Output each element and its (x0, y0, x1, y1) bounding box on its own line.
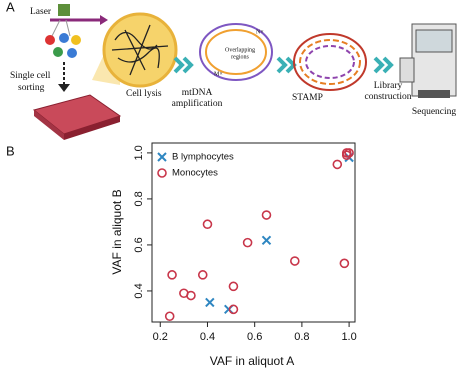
panel-label: A (6, 0, 15, 14)
step-label: Single cell (10, 71, 51, 81)
step-label: Library (374, 81, 403, 91)
point (261, 210, 272, 220)
step-label: Laser (30, 7, 52, 17)
step-label: Sequencing (412, 107, 457, 117)
legend-label: B lymphocytes (172, 152, 234, 163)
legend-label: Monocytes (172, 168, 218, 179)
x-axis-label: VAF in aliquot A (210, 354, 295, 368)
y-tick-label: 0.4 (133, 283, 145, 298)
plot-frame (151, 142, 356, 323)
point (164, 311, 175, 322)
step-label: Overlapping (225, 47, 255, 53)
point (167, 270, 177, 280)
legend-marker (157, 168, 167, 178)
point (186, 290, 196, 301)
step-label: regions (231, 54, 249, 60)
point (261, 235, 272, 246)
panel-label: B (6, 143, 15, 158)
y-tick-label: 0.6 (133, 237, 145, 252)
step-label: amplification (172, 98, 223, 109)
x-tick-label: 0.6 (247, 331, 262, 343)
point (205, 297, 215, 308)
point (197, 270, 208, 280)
x-tick-label: 0.8 (294, 331, 309, 343)
point (202, 219, 213, 230)
point (339, 258, 350, 269)
step-label: M× (214, 71, 223, 77)
step-label: construction (365, 92, 412, 102)
step-label: Cell lysis (126, 89, 162, 99)
x-tick-label: 1.0 (341, 331, 356, 343)
step-label: N× (256, 29, 264, 35)
point (242, 237, 253, 248)
point (344, 148, 354, 158)
y-axis-label: VAF in aliquot B (110, 189, 124, 274)
point (228, 281, 239, 292)
y-tick-label: 1.0 (133, 145, 145, 160)
workflow-art (32, 4, 457, 140)
point (341, 150, 352, 160)
y-tick-label: 0.8 (133, 191, 145, 206)
step-label: mtDNA (182, 88, 213, 98)
step-label: sorting (18, 83, 45, 93)
scatter-plot: VAF in aliquot A VAF in aliquot B (110, 189, 294, 368)
x-tick-label: 0.2 (153, 331, 168, 343)
point (290, 256, 300, 266)
x-tick-label: 0.4 (200, 331, 215, 343)
point (332, 159, 343, 170)
step-label: STAMP (292, 93, 323, 103)
legend-marker (157, 152, 167, 162)
point (228, 304, 239, 315)
